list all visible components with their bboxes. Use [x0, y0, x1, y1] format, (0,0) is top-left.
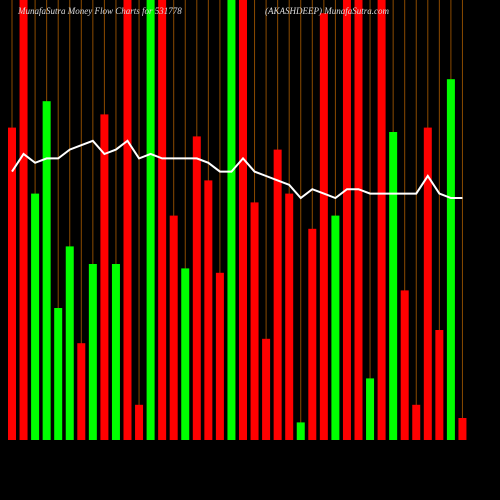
bar: [285, 193, 294, 440]
bar: [77, 343, 86, 440]
bar: [296, 422, 305, 440]
bar: [458, 418, 467, 440]
bar: [366, 378, 375, 440]
bar: [215, 272, 224, 440]
bar: [423, 127, 432, 440]
bar: [100, 114, 109, 441]
bar: [319, 13, 328, 440]
bar: [354, 0, 363, 440]
bar: [88, 264, 97, 440]
bar: [65, 246, 74, 440]
bar: [308, 228, 317, 440]
bar: [412, 404, 421, 440]
bar: [435, 330, 444, 440]
bar: [19, 0, 28, 440]
bar: [42, 101, 51, 440]
bar: [446, 79, 455, 440]
line: [11, 139, 463, 200]
chart-subtitle: (AKASHDEEP) MunafaSutra.com: [265, 6, 389, 16]
bar: [31, 193, 40, 440]
bar: [135, 404, 144, 440]
bar: [262, 338, 271, 440]
bar: [400, 290, 409, 440]
bar: [158, 0, 167, 440]
bar: [239, 0, 247, 440]
bar: [181, 268, 190, 440]
bar: [146, 0, 155, 440]
bar: [169, 215, 178, 440]
bar: [111, 264, 120, 440]
bar: [273, 149, 282, 440]
bar: [250, 202, 259, 440]
bar: [8, 127, 16, 440]
bar: [123, 0, 132, 440]
bar: [54, 308, 63, 440]
bar: [342, 0, 351, 440]
plot: [8, 0, 467, 441]
bar: [204, 180, 213, 440]
bar: [227, 0, 236, 440]
bar: [377, 0, 386, 440]
chart-title: MunafaSutra Money Flow Charts for 531778: [17, 6, 182, 16]
bar: [192, 136, 201, 440]
bar: [331, 215, 340, 440]
bar: [389, 132, 398, 440]
